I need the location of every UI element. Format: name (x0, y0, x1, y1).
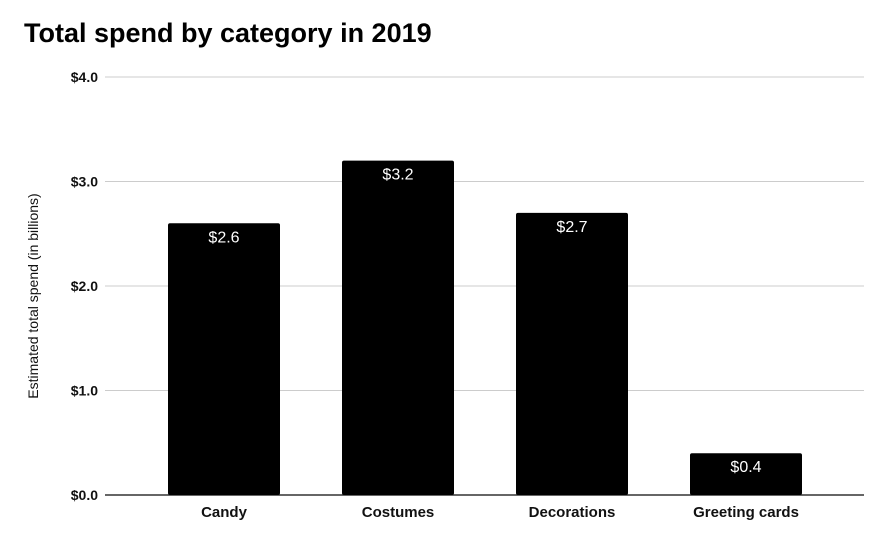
bar-candy (168, 223, 280, 496)
x-tick-label: Greeting cards (693, 504, 799, 521)
y-tick-label: $0.0 (71, 487, 98, 503)
y-axis-ticks: $0.0 $1.0 $2.0 $3.0 $4.0 (71, 69, 98, 503)
data-label: $2.7 (556, 219, 587, 236)
y-axis-title: Estimated total spend (in billions) (25, 193, 41, 398)
bars: $2.6 $3.2 $2.7 $0.4 (168, 160, 802, 496)
x-axis-labels: Candy Costumes Decorations Greeting cards (201, 504, 799, 521)
bar-decorations (516, 212, 628, 495)
data-label: $0.4 (730, 459, 761, 476)
data-label: $3.2 (382, 167, 413, 184)
bar-costumes (342, 160, 454, 495)
data-label: $2.6 (208, 229, 239, 246)
x-tick-label: Costumes (362, 504, 435, 521)
y-tick-label: $3.0 (71, 174, 98, 190)
x-tick-label: Decorations (529, 504, 616, 521)
y-tick-label: $4.0 (71, 69, 98, 85)
chart-title: Total spend by category in 2019 (24, 18, 432, 48)
y-tick-label: $2.0 (71, 278, 98, 294)
x-tick-label: Candy (201, 504, 248, 521)
y-tick-label: $1.0 (71, 383, 98, 399)
bar-greeting-cards (690, 453, 802, 495)
